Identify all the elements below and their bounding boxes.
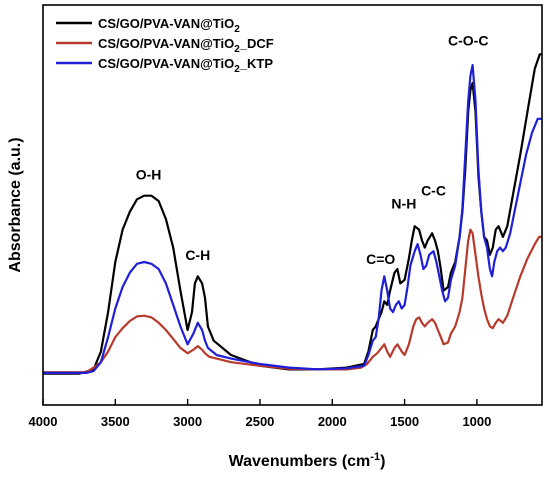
legend-label-3: CS/GO/PVA-VAN@TiO2_KTP (98, 56, 273, 75)
x-tick-label: 2000 (318, 414, 347, 429)
peak-label: C=O (366, 251, 395, 267)
peak-annotations: O-H C-H C=O N-H C-C C-O-C (136, 32, 489, 266)
x-axis-title: Wavenumbers (cm-1) (229, 451, 386, 470)
y-axis-title: Absorbance (a.u.) (7, 137, 24, 272)
x-tick-label: 4000 (29, 414, 58, 429)
x-tick-label: 1500 (390, 414, 419, 429)
legend: CS/GO/PVA-VAN@TiO2CS/GO/PVA-VAN@TiO2_DCF… (56, 16, 274, 75)
series-layer (43, 53, 542, 375)
legend-label-2: CS/GO/PVA-VAN@TiO2_DCF (98, 36, 274, 55)
x-axis-title-sup: -1 (370, 451, 380, 463)
series-line-2 (43, 228, 542, 374)
x-tick-label: 3000 (173, 414, 202, 429)
legend-label-1: CS/GO/PVA-VAN@TiO2 (98, 16, 240, 35)
series-line-3 (43, 63, 542, 374)
x-tick-label: 1000 (462, 414, 491, 429)
x-tick-label: 3500 (101, 414, 130, 429)
peak-label: O-H (136, 167, 162, 183)
peak-label: C-H (185, 247, 210, 263)
x-tick-label: 2500 (245, 414, 274, 429)
peak-label: C-C (421, 183, 446, 199)
x-axis-title-tail: ) (380, 453, 385, 470)
plot-frame (42, 4, 543, 406)
peak-label: N-H (391, 195, 416, 211)
x-ticks: 4000 3500 3000 2500 2000 1500 1000 (29, 399, 491, 429)
peak-label: C-O-C (448, 32, 488, 48)
